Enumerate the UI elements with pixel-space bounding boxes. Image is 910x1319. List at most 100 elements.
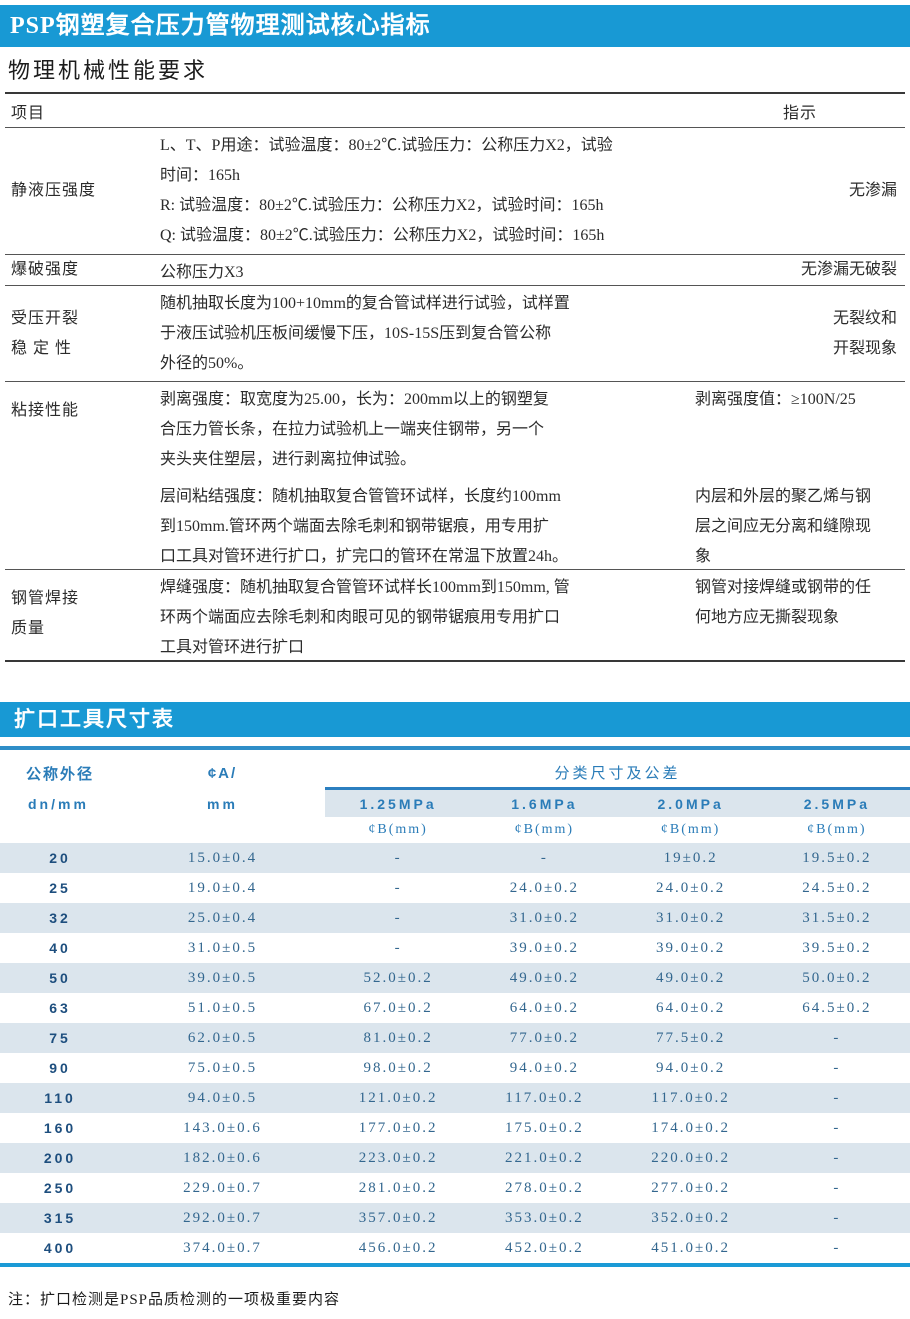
- header-dn-mm: dn/mm: [28, 795, 89, 812]
- footnote: 注：扩口检测是PSP品质检测的一项极重要内容: [8, 1292, 341, 1308]
- desc-text: 层间粘结强度：随机抽取复合管管环试样，长度约100mm 到150mm.管环两个端…: [160, 488, 569, 565]
- empty-cell: [0, 817, 120, 843]
- diameter-b-cell: 24.0±0.2: [509, 879, 579, 896]
- diameter-b-cell: 24.5±0.2: [802, 879, 872, 896]
- diameter-b-cell: 31.0±0.2: [656, 909, 726, 926]
- pressure-class-label: 1.6MPa: [471, 790, 618, 817]
- accent-divider-line: [0, 746, 910, 750]
- table-row: 160 143.0±0.6 177.0±0.2 175.0±0.2 174.0±0.2 -: [0, 1113, 910, 1143]
- size-table-body: 20 15.0±0.4 - - 19±0.2 19.5±0.2 25 19.0±0.4 - 24.…: [0, 843, 910, 1263]
- spec-table-body: 静液压强度 L、T、P用途：试验温度：80±2℃.试验压力：公称压力X2，试验 时…: [5, 128, 905, 662]
- dn-cell: 160: [43, 1120, 77, 1136]
- diameter-b-cell: 49.0±0.2: [509, 969, 579, 986]
- diameter-b-cell: -: [833, 1179, 841, 1196]
- diameter-b-cell: -: [394, 909, 402, 926]
- diameter-b-cell: 67.0±0.2: [363, 999, 433, 1016]
- diameter-b-cell: 117.0±0.2: [505, 1089, 584, 1106]
- column-header-indication: 指示: [782, 104, 817, 122]
- diameter-b-cell: 19.5±0.2: [802, 849, 872, 866]
- diameter-b-cell: -: [833, 1239, 841, 1256]
- diameter-b-header: ¢B(mm): [660, 822, 721, 837]
- diameter-b-cell: 39.0±0.2: [656, 939, 726, 956]
- diameter-a-cell: 31.0±0.5: [187, 939, 258, 956]
- indication-text: 无渗漏无破裂: [800, 261, 897, 278]
- diameter-b-cell: 456.0±0.2: [358, 1239, 438, 1256]
- pressure-row: dn/mm mm 1.25MPa 1.6MPa 2.0MPa 2.5MPa: [0, 790, 910, 817]
- spec-table-header-row: 项目 指示: [5, 92, 905, 128]
- diameter-b-cell: 352.0±0.2: [651, 1209, 730, 1226]
- diameter-b-cell: 277.0±0.2: [651, 1179, 730, 1196]
- diameter-b-cell: 94.0±0.2: [656, 1059, 726, 1076]
- dn-cell: 75: [49, 1030, 71, 1046]
- item-cell: 钢管焊接 质量: [11, 590, 80, 637]
- indication-text: 剥离强度值：≥100N/25: [695, 391, 856, 408]
- diameter-b-header: ¢B(mm): [807, 822, 867, 837]
- table-bottom-rule: [0, 1263, 910, 1267]
- indication-cell: 无渗漏: [695, 128, 905, 254]
- dn-cell: 250: [43, 1180, 77, 1196]
- diameter-a-cell: 39.0±0.5: [187, 969, 258, 986]
- diameter-b-cell: 31.5±0.2: [802, 909, 872, 926]
- empty-cell: [120, 817, 325, 843]
- diameter-a-cell: 62.0±0.5: [187, 1029, 258, 1046]
- desc-cell: 公称压力X3: [160, 255, 695, 285]
- table-row: 75 62.0±0.5 81.0±0.2 77.0±0.2 77.5±0.2 -: [0, 1023, 910, 1053]
- diameter-b-cell: -: [833, 1029, 841, 1046]
- desc-cell: 焊缝强度：随机抽取复合管管环试样长100mm到150mm, 管 环两个端面应去除…: [160, 570, 695, 660]
- diameter-b-cell: 353.0±0.2: [505, 1209, 584, 1226]
- diameter-b-cell: 117.0±0.2: [651, 1089, 730, 1106]
- diameter-b-cell: 357.0±0.2: [358, 1209, 438, 1226]
- diameter-b-cell: -: [833, 1089, 841, 1106]
- diameter-b-cell: 64.0±0.2: [509, 999, 579, 1016]
- desc-text: 公称压力X3: [160, 264, 244, 281]
- diameter-b-cell: 174.0±0.2: [651, 1119, 730, 1136]
- item-cell: 静液压强度: [11, 182, 97, 199]
- diameter-b-cell: 77.5±0.2: [656, 1029, 726, 1046]
- diameter-b-cell: 281.0±0.2: [358, 1179, 438, 1196]
- indication-cell: 无渗漏无破裂: [695, 255, 905, 285]
- diameter-a-cell: 143.0±0.6: [183, 1119, 262, 1136]
- section-title-bar-flaring-tool: 扩口工具尺寸表: [0, 702, 910, 737]
- table-row: 250 229.0±0.7 281.0±0.2 278.0±0.2 277.0±0.2 -: [0, 1173, 910, 1203]
- diameter-b-cell: 50.0±0.2: [802, 969, 872, 986]
- subheader-row: ¢B(mm) ¢B(mm) ¢B(mm) ¢B(mm): [0, 817, 910, 843]
- table-row: 400 374.0±0.7 456.0±0.2 452.0±0.2 451.0±0.2 -: [0, 1233, 910, 1263]
- diameter-b-header: ¢B(mm): [368, 822, 428, 837]
- diameter-a-cell: 19.0±0.4: [187, 879, 258, 896]
- physical-spec-table: 项目 指示 静液压强度 L、T、P用途：试验温度：80±2℃.试验压力：公称压力X…: [5, 92, 905, 662]
- table-row: 110 94.0±0.5 121.0±0.2 117.0±0.2 117.0±0.2 -: [0, 1083, 910, 1113]
- diameter-b-cell: 64.5±0.2: [802, 999, 872, 1016]
- header-mm: mm: [207, 795, 238, 812]
- indication-text: 无渗漏: [848, 182, 897, 199]
- desc-text: 剥离强度：取宽度为25.00，长为：200mm以上的钢塑复 合压力管长条，在拉力…: [160, 391, 549, 468]
- diameter-b-cell: 31.0±0.2: [509, 909, 579, 926]
- header-nominal-od: 公称外径: [26, 766, 95, 783]
- diameter-b-cell: 64.0±0.2: [656, 999, 726, 1016]
- flaring-tool-size-table: 公称外径 ¢A/ 分类尺寸及公差 dn/mm mm 1.25MPa 1.6MPa 2…: [0, 757, 910, 1263]
- table-row: 受压开裂 稳 定 性 随机抽取长度为100+10mm的复合管试样进行试验，试样置 …: [5, 286, 905, 382]
- diameter-b-cell: -: [540, 849, 548, 866]
- table-row: 90 75.0±0.5 98.0±0.2 94.0±0.2 94.0±0.2 -: [0, 1053, 910, 1083]
- table-row: 爆破强度 公称压力X3 无渗漏无破裂: [5, 255, 905, 286]
- diameter-a-cell: 75.0±0.5: [187, 1059, 258, 1076]
- indication-cell: 无裂纹和 开裂现象: [695, 286, 905, 381]
- diameter-b-cell: 52.0±0.2: [363, 969, 433, 986]
- desc-text: L、T、P用途：试验温度：80±2℃.试验压力：公称压力X2，试验 时间：165…: [160, 137, 613, 244]
- diameter-b-cell: 175.0±0.2: [505, 1119, 584, 1136]
- diameter-b-cell: -: [833, 1209, 841, 1226]
- diameter-a-cell: 51.0±0.5: [187, 999, 258, 1016]
- pressure-class-label: 2.5MPa: [763, 790, 910, 817]
- desc-cell: 剥离强度：取宽度为25.00，长为：200mm以上的钢塑复 合压力管长条，在拉力…: [160, 382, 695, 569]
- diameter-b-cell: 451.0±0.2: [651, 1239, 730, 1256]
- dn-cell: 315: [43, 1210, 77, 1226]
- diameter-b-cell: 177.0±0.2: [358, 1119, 438, 1136]
- pressure-class-label: 2.0MPa: [617, 790, 764, 817]
- indication-text: 无裂纹和 开裂现象: [832, 309, 897, 357]
- diameter-a-cell: 292.0±0.7: [183, 1209, 262, 1226]
- diameter-b-cell: 121.0±0.2: [358, 1089, 438, 1106]
- indication-text: 内层和外层的聚乙烯与钢 层之间应无分离和缝隙现 象: [695, 488, 872, 565]
- diameter-b-cell: -: [833, 1149, 841, 1166]
- table-row: 钢管焊接 质量 焊缝强度：随机抽取复合管管环试样长100mm到150mm, 管 环…: [5, 570, 905, 662]
- diameter-b-cell: 221.0±0.2: [505, 1149, 584, 1166]
- section-title-text: PSP钢塑复合压力管物理测试核心指标: [10, 13, 431, 39]
